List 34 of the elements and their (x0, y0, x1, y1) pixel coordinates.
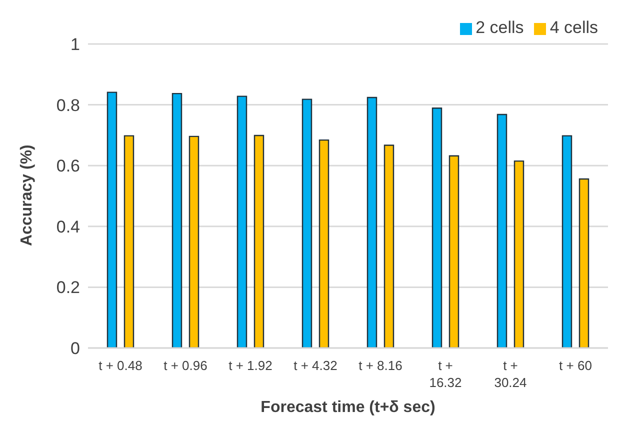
y-tick-label: 0.6 (56, 156, 80, 176)
x-tick-label: t + 16.32 (429, 358, 462, 390)
bar (124, 135, 134, 348)
bar (236, 96, 248, 348)
bar (384, 144, 394, 348)
y-tick-label: 0.2 (56, 278, 80, 298)
bar (496, 114, 508, 348)
bar (448, 155, 460, 348)
bar (318, 139, 330, 348)
bar (302, 98, 312, 348)
y-tick-label: 0.8 (56, 96, 80, 115)
legend-label: 4 cells (550, 18, 598, 37)
x-tick-label: t + 8.16 (358, 358, 402, 373)
bar (172, 92, 182, 348)
legend-label: 2 cells (476, 18, 524, 37)
x-tick-label: t + 4.32 (294, 358, 338, 373)
x-tick-label: t + 30.24 (494, 358, 527, 390)
x-tick-label: t + 0.96 (164, 358, 208, 373)
bar (366, 96, 378, 348)
bar (432, 108, 442, 348)
bar (514, 160, 524, 348)
bar (188, 136, 200, 348)
x-axis-title: Forecast time (t+δ sec) (260, 399, 436, 416)
bar (562, 135, 572, 348)
bar (578, 178, 590, 348)
x-tick-label: t + 60 (559, 358, 592, 373)
bar (106, 92, 118, 348)
x-tick-label: t + 0.48 (98, 358, 142, 373)
x-tick-label: t + 1.92 (228, 358, 272, 373)
y-tick-label: 0 (70, 339, 80, 358)
y-tick-label: 1 (70, 35, 80, 54)
y-axis-title: Accuracy (%) (18, 144, 36, 246)
bar (254, 134, 264, 348)
y-tick-label: 0.4 (56, 217, 80, 236)
